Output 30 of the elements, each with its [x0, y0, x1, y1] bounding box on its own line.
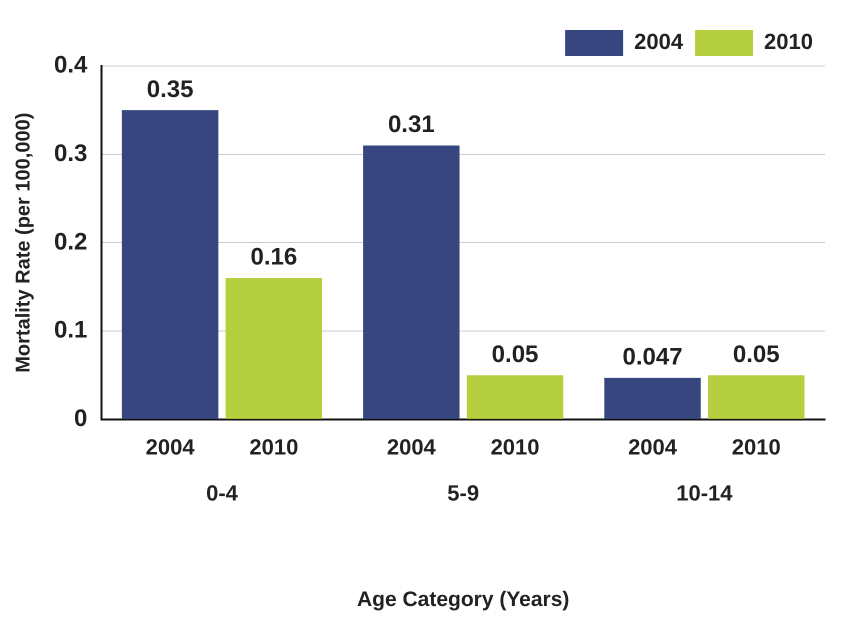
bar	[604, 378, 701, 419]
bar	[226, 278, 322, 419]
data-label: 0.05	[492, 340, 538, 368]
text: 2004	[386, 434, 436, 460]
data-label: 0.05	[732, 340, 780, 368]
data-label: 0.16	[250, 244, 298, 271]
y-tick-label: 0.3	[54, 140, 88, 167]
text: 2010	[732, 434, 781, 460]
legend-label: 2010	[764, 29, 814, 54]
y-tick-label: 0.4	[54, 52, 88, 79]
y-axis-title: Mortality Rate (per 100,000)	[12, 112, 35, 373]
x-tick-label: 5-9	[447, 480, 480, 506]
data-label: 0.35	[146, 76, 194, 103]
bar	[363, 146, 460, 419]
x-tick-label: 0-4	[206, 480, 239, 506]
text: 2010	[490, 434, 540, 460]
y-tick-label: 0	[74, 405, 88, 432]
legend-label: 2004	[634, 29, 684, 54]
x-axis-title: Age Category (Years)	[356, 588, 570, 612]
x-tick-label: 10-14	[676, 480, 734, 506]
y-tick-label: 0.2	[54, 228, 88, 256]
bar	[466, 375, 564, 419]
y-tick-label: 0.1	[54, 316, 88, 344]
text: 2010	[249, 434, 298, 460]
data-label: 0.047	[622, 344, 683, 370]
bar	[708, 375, 804, 419]
bar	[122, 110, 218, 419]
text: 2004	[146, 434, 195, 460]
data-label: 0.31	[388, 111, 435, 138]
text: 2004	[628, 434, 678, 460]
